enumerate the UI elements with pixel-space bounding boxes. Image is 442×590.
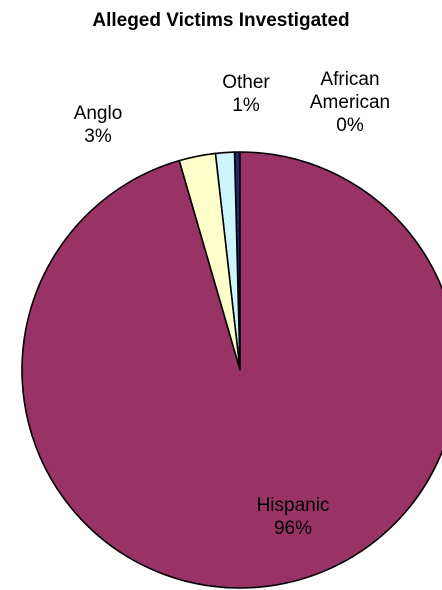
- label-african-value: 0%: [336, 115, 364, 136]
- chart-title: Alleged Victims Investigated: [92, 10, 350, 31]
- label-hispanic-name: Hispanic: [256, 495, 330, 516]
- slice-label-anglo: Anglo 3%: [58, 102, 138, 148]
- label-hispanic-value: 96%: [273, 518, 313, 539]
- slice-label-african-american: African American 0%: [300, 68, 400, 137]
- slice-label-hispanic: Hispanic 96%: [238, 494, 348, 540]
- label-other-value: 1%: [232, 95, 260, 116]
- label-anglo-value: 3%: [84, 126, 112, 147]
- label-african-line1: African: [320, 69, 380, 90]
- pie-slice-hispanic: [21, 151, 442, 589]
- label-other-name: Other: [222, 72, 270, 93]
- label-african-line2: American: [309, 92, 391, 113]
- label-anglo-name: Anglo: [73, 103, 123, 124]
- slice-label-other: Other 1%: [206, 71, 286, 117]
